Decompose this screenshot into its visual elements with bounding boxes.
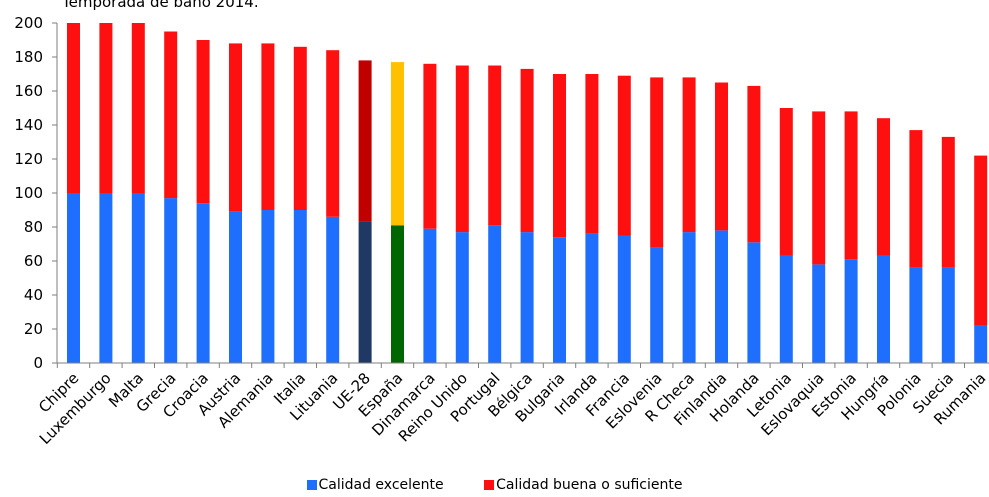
bar-excelente-alemania [261, 210, 274, 363]
legend-swatch-excelente [307, 480, 317, 490]
bar-buena-lituania [326, 50, 339, 217]
y-tick-label: 120 [14, 150, 43, 168]
bar-buena-portugal [488, 66, 501, 226]
bar-buena-estonia [845, 111, 858, 259]
bar-buena-austria [229, 43, 242, 211]
bar-buena-finlandia [715, 83, 728, 231]
bar-excelente-portugal [488, 225, 501, 363]
y-axis: 0 20 40 60 80 100 120 140 160 180 200 [14, 14, 57, 372]
bar-buena-suecia [942, 137, 955, 268]
bar-buena-ue-28 [359, 60, 372, 222]
bar-buena-alemania [261, 43, 274, 210]
bar-excelente-chipre [67, 193, 80, 363]
bar-buena-bélgica [521, 69, 534, 232]
y-tick-label: 160 [14, 82, 43, 100]
bar-excelente-austria [229, 212, 242, 363]
bar-excelente-malta [132, 193, 145, 363]
bar-excelente-españa [391, 225, 404, 363]
bar-buena-hungría [877, 118, 890, 256]
bar-excelente-ue-28 [359, 222, 372, 363]
bar-excelente-estonia [845, 259, 858, 363]
bar-excelente-bélgica [521, 232, 534, 363]
bar-buena-españa [391, 62, 404, 225]
bar-excelente-r-checa [683, 232, 696, 363]
legend-label-excelente: Calidad excelente [319, 477, 444, 493]
bar-buena-chipre [67, 23, 80, 193]
bar-buena-luxemburgo [99, 23, 112, 193]
bar-buena-r-checa [683, 77, 696, 232]
y-tick-label: 100 [14, 184, 43, 202]
bar-excelente-eslovaquia [812, 264, 825, 363]
bar-excelente-hungría [877, 256, 890, 363]
bar-excelente-rumania [974, 326, 987, 363]
bar-excelente-irlanda [585, 234, 598, 363]
y-tick-label: 200 [14, 14, 43, 32]
legend: Calidad excelente Calidad buena o sufici… [0, 477, 989, 493]
bar-buena-holanda [747, 86, 760, 242]
bar-buena-letonia [780, 108, 793, 256]
legend-item-buena: Calidad buena o suficiente [484, 477, 682, 493]
bar-buena-malta [132, 23, 145, 193]
x-axis: ChipreLuxemburgoMaltaGreciaCroaciaAustri… [35, 363, 989, 448]
bar-buena-italia [294, 47, 307, 210]
bar-buena-croacia [197, 40, 210, 203]
y-tick-label: 20 [24, 320, 43, 338]
y-tick-label: 40 [24, 286, 43, 304]
bar-buena-irlanda [585, 74, 598, 234]
bar-excelente-francia [618, 236, 631, 364]
bar-buena-eslovaquia [812, 111, 825, 264]
bar-excelente-eslovenia [650, 247, 663, 363]
bar-excelente-letonia [780, 256, 793, 363]
bar-excelente-polonia [909, 268, 922, 363]
bar-buena-eslovenia [650, 77, 663, 247]
bar-excelente-dinamarca [423, 229, 436, 363]
bar-buena-grecia [164, 32, 177, 199]
y-tick-label: 80 [24, 218, 43, 236]
bar-excelente-italia [294, 210, 307, 363]
legend-swatch-buena [484, 480, 494, 490]
bar-buena-reino-unido [456, 66, 469, 233]
bar-excelente-holanda [747, 242, 760, 363]
bar-buena-francia [618, 76, 631, 236]
legend-item-excelente: Calidad excelente [307, 477, 444, 493]
bars-group [67, 23, 987, 363]
bar-buena-polonia [909, 130, 922, 268]
bar-buena-dinamarca [423, 64, 436, 229]
bar-excelente-luxemburgo [99, 193, 112, 363]
bar-excelente-bulgaria [553, 237, 566, 363]
bar-excelente-finlandia [715, 230, 728, 363]
y-tick-label: 0 [33, 354, 43, 372]
bar-excelente-croacia [197, 203, 210, 363]
bar-buena-rumania [974, 156, 987, 326]
bar-excelente-lituania [326, 217, 339, 363]
bar-excelente-suecia [942, 268, 955, 363]
y-tick-label: 180 [14, 48, 43, 66]
bar-excelente-grecia [164, 198, 177, 363]
bar-buena-bulgaria [553, 74, 566, 237]
bar-excelente-reino-unido [456, 232, 469, 363]
y-tick-label: 140 [14, 116, 43, 134]
y-tick-label: 60 [24, 252, 43, 270]
legend-label-buena: Calidad buena o suficiente [496, 477, 682, 493]
